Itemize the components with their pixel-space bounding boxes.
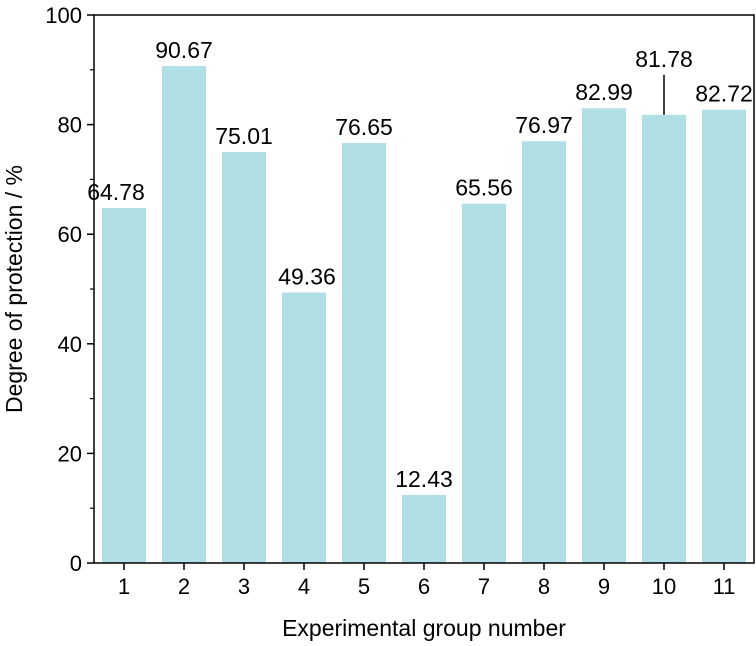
x-ticks-group: 1 2 3 4 5 6 7 8 9 10 11 xyxy=(118,563,736,599)
bar-9 xyxy=(582,108,626,563)
x-tick-label-5: 5 xyxy=(358,574,370,599)
bar-10 xyxy=(642,114,686,564)
bar-11 xyxy=(702,109,746,563)
data-label-3: 75.01 xyxy=(215,123,273,149)
x-tick-label-4: 4 xyxy=(298,574,310,599)
y-tick-label-100: 100 xyxy=(45,3,82,28)
x-tick-label-11: 11 xyxy=(713,574,736,599)
x-tick-label-8: 8 xyxy=(538,574,550,599)
data-label-11: 82.72 xyxy=(695,81,753,107)
y-tick-label-80: 80 xyxy=(58,113,82,138)
bar-4 xyxy=(282,292,326,563)
x-tick-label-1: 1 xyxy=(118,574,130,599)
data-label-7: 65.56 xyxy=(455,175,513,201)
data-label-6: 12.43 xyxy=(395,466,453,492)
y-ticks-group: 0 20 40 60 80 100 xyxy=(45,3,94,576)
y-tick-label-60: 60 xyxy=(58,222,82,247)
x-tick-label-7: 7 xyxy=(478,574,490,599)
bar-1 xyxy=(102,208,146,563)
bars-group xyxy=(102,66,746,564)
x-tick-label-2: 2 xyxy=(178,574,190,599)
data-label-9: 82.99 xyxy=(575,79,633,105)
data-label-2: 90.67 xyxy=(155,37,213,63)
data-label-4: 49.36 xyxy=(278,264,336,290)
data-label-1: 64.78 xyxy=(87,179,145,205)
x-tick-label-3: 3 xyxy=(238,574,250,599)
bar-5 xyxy=(342,143,386,563)
y-tick-label-0: 0 xyxy=(70,551,82,576)
bar-6 xyxy=(402,494,446,563)
bar-3 xyxy=(222,151,266,563)
x-tick-label-10: 10 xyxy=(652,574,676,599)
data-label-5: 76.65 xyxy=(335,114,393,140)
data-labels-group: 64.78 90.67 75.01 49.36 76.65 12.43 65.56 76.97… xyxy=(87,37,753,492)
x-tick-label-9: 9 xyxy=(598,574,610,599)
y-tick-label-20: 20 xyxy=(58,441,82,466)
bar-7 xyxy=(462,203,506,563)
data-label-8: 76.97 xyxy=(515,112,573,138)
data-label-10: 81.78 xyxy=(635,46,693,72)
x-tick-label-6: 6 xyxy=(418,574,430,599)
bar-2 xyxy=(162,66,206,563)
x-axis-title: Experimental group number xyxy=(282,615,566,641)
y-axis-title: Degree of protection / % xyxy=(1,165,27,413)
bar-8 xyxy=(522,141,566,563)
y-tick-label-40: 40 xyxy=(58,332,82,357)
